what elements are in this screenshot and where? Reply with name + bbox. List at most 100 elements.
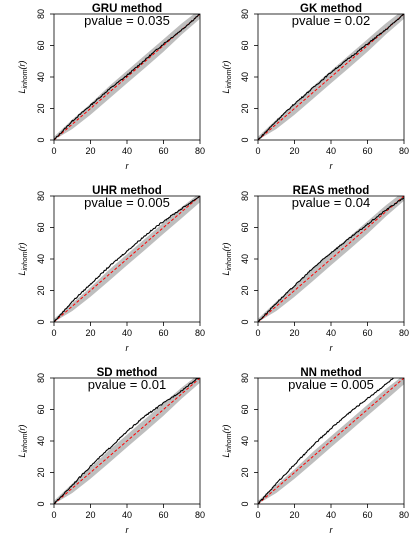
envelope-band: [54, 196, 200, 322]
x-tick-label: 40: [122, 510, 132, 520]
x-tick-label: 40: [122, 328, 132, 338]
y-axis-label-sub: inhom: [226, 69, 233, 88]
x-axis-label: r: [126, 343, 130, 353]
theoretical-line: [54, 196, 200, 322]
y-tick-label: 60: [240, 222, 250, 232]
plot-area: [258, 378, 404, 504]
y-axis-label-arg: (r): [17, 242, 27, 251]
y-tick-label: 40: [36, 436, 46, 446]
x-tick-label: 0: [51, 328, 56, 338]
plot-area: [258, 14, 404, 140]
y-axis-label: Linhom(r): [221, 60, 233, 93]
y-axis-label-sub: inhom: [22, 433, 29, 452]
panel-subtitle: pvalue = 0.01: [88, 377, 166, 392]
x-tick-label: 20: [289, 328, 299, 338]
x-axis-label: r: [330, 525, 334, 535]
plot-area: [54, 378, 200, 504]
y-axis-label-main: L: [17, 453, 27, 458]
x-axis-label: r: [330, 161, 334, 171]
panel-title: GK method: [300, 3, 362, 15]
observed-line: [54, 14, 200, 140]
y-tick-label: 20: [36, 103, 46, 113]
y-tick-label: 60: [36, 404, 46, 414]
panel-subtitle: pvalue = 0.04: [292, 195, 370, 210]
x-tick-label: 0: [51, 510, 56, 520]
y-axis-label: Linhom(r): [221, 424, 233, 457]
y-axis-label-sub: inhom: [22, 69, 29, 88]
x-tick-label: 0: [255, 510, 260, 520]
panel-title: UHR method: [92, 185, 162, 197]
y-tick-label: 80: [240, 9, 250, 19]
y-axis-label-sub: inhom: [22, 251, 29, 270]
envelope-band: [258, 14, 404, 140]
x-axis-label: r: [126, 525, 130, 535]
y-tick-label: 40: [240, 254, 250, 264]
y-tick-label: 20: [240, 285, 250, 295]
y-tick-label: 80: [36, 373, 46, 383]
y-tick-label: 40: [36, 254, 46, 264]
x-tick-label: 80: [195, 510, 205, 520]
theoretical-line: [54, 378, 200, 504]
y-tick-label: 0: [240, 137, 250, 142]
x-tick-label: 60: [158, 510, 168, 520]
y-axis-label-arg: (r): [221, 424, 231, 433]
y-tick-label: 80: [36, 191, 46, 201]
y-tick-label: 0: [240, 319, 250, 324]
observed-line: [258, 378, 395, 504]
plot-area: [54, 196, 200, 322]
theoretical-line: [258, 378, 404, 504]
observed-line: [258, 14, 404, 140]
y-axis-label-arg: (r): [221, 242, 231, 251]
x-tick-label: 80: [195, 328, 205, 338]
theoretical-line: [258, 196, 404, 322]
x-tick-label: 40: [326, 510, 336, 520]
x-tick-label: 20: [85, 146, 95, 156]
envelope-band: [258, 378, 404, 504]
y-tick-label: 40: [240, 72, 250, 82]
panel-subtitle: pvalue = 0.005: [84, 195, 170, 210]
panel-subtitle: pvalue = 0.02: [292, 13, 370, 28]
x-tick-label: 60: [362, 146, 372, 156]
panel-title: REAS method: [293, 185, 370, 197]
y-tick-label: 60: [36, 40, 46, 50]
y-axis-label-main: L: [17, 271, 27, 276]
panel-subtitle: pvalue = 0.035: [84, 13, 170, 28]
envelope-band: [258, 196, 404, 322]
y-tick-label: 20: [36, 467, 46, 477]
observed-line: [54, 196, 200, 322]
x-tick-label: 40: [326, 146, 336, 156]
y-axis-label-sub: inhom: [226, 251, 233, 270]
y-axis-label-arg: (r): [17, 60, 27, 69]
y-axis-label: Linhom(r): [17, 424, 29, 457]
observed-line: [258, 197, 404, 322]
observed-line: [54, 378, 200, 504]
panel-title: GRU method: [92, 3, 162, 15]
x-tick-label: 20: [289, 146, 299, 156]
y-axis-label: Linhom(r): [17, 60, 29, 93]
y-tick-label: 0: [240, 501, 250, 506]
y-axis-label-main: L: [221, 89, 231, 94]
plot-area: [54, 14, 200, 140]
y-axis-label-main: L: [221, 453, 231, 458]
y-tick-label: 0: [36, 319, 46, 324]
x-tick-label: 20: [289, 510, 299, 520]
panel-title: NN method: [300, 367, 361, 379]
x-tick-label: 60: [158, 328, 168, 338]
x-tick-label: 40: [326, 328, 336, 338]
x-tick-label: 0: [255, 328, 260, 338]
x-tick-label: 80: [399, 510, 409, 520]
y-tick-label: 60: [240, 40, 250, 50]
y-axis-label-sub: inhom: [226, 433, 233, 452]
y-axis-label-arg: (r): [17, 424, 27, 433]
y-tick-label: 0: [36, 501, 46, 506]
x-tick-label: 80: [195, 146, 205, 156]
y-tick-label: 20: [36, 285, 46, 295]
y-axis-label-main: L: [221, 271, 231, 276]
y-tick-label: 0: [36, 137, 46, 142]
x-tick-label: 20: [85, 510, 95, 520]
y-tick-label: 40: [240, 436, 250, 446]
y-tick-label: 60: [240, 404, 250, 414]
